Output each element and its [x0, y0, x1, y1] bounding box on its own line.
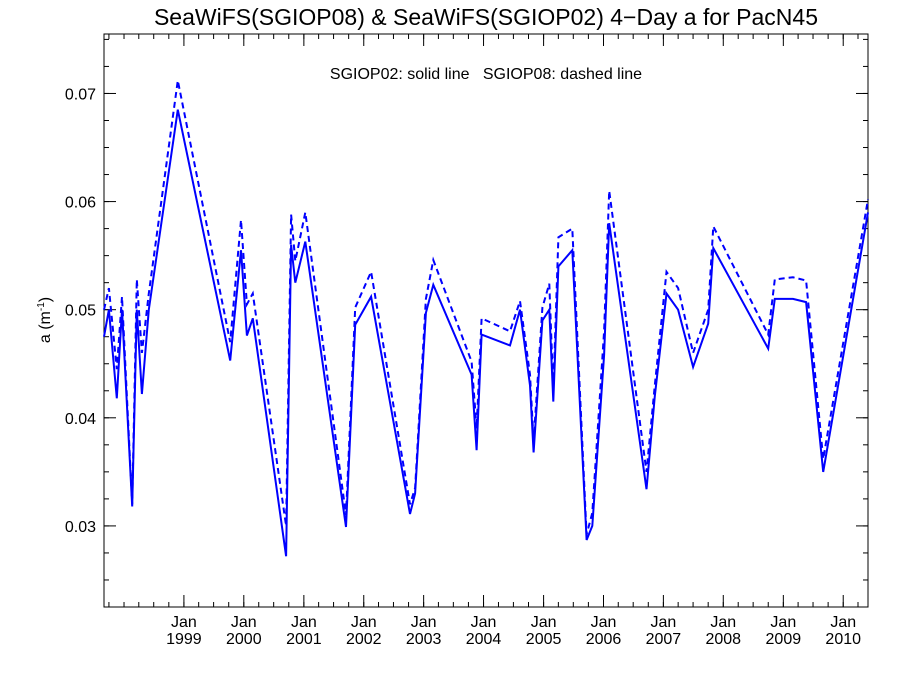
x-tick-label-year: 2008	[705, 631, 741, 648]
x-tick-label-month: Jan	[291, 614, 317, 631]
x-tick-label-year: 2010	[825, 631, 861, 648]
y-tick-label: 0.06	[65, 195, 96, 212]
x-tick-label-year: 2000	[226, 631, 262, 648]
x-tick-label-year: 2005	[526, 631, 562, 648]
axes: 0.030.040.050.060.07Jan1999Jan2000Jan200…	[65, 34, 868, 648]
x-tick-label-month: Jan	[591, 614, 617, 631]
x-tick-label-month: Jan	[471, 614, 497, 631]
y-tick-label: 0.03	[65, 519, 96, 536]
x-tick-label-month: Jan	[531, 614, 557, 631]
series	[103, 80, 869, 557]
x-tick-label-year: 2009	[766, 631, 802, 648]
y-tick-label: 0.05	[65, 303, 96, 320]
legend-annotation: SGIOP02: solid line SGIOP08: dashed line	[330, 66, 642, 83]
y-tick-label: 0.04	[65, 411, 96, 428]
x-tick-label-month: Jan	[231, 614, 257, 631]
chart-title: SeaWiFS(SGIOP08) & SeaWiFS(SGIOP02) 4−Da…	[154, 4, 818, 30]
x-tick-label-year: 2002	[346, 631, 382, 648]
series-line-sgiop08	[103, 80, 869, 535]
y-axis-label: a (m-1)	[36, 297, 54, 343]
y-axis-label-unit: -1	[36, 302, 47, 311]
x-tick-label-year: 2006	[586, 631, 622, 648]
x-tick-label-month: Jan	[830, 614, 856, 631]
plot-frame	[103, 33, 869, 608]
y-axis-label-text: a (m	[37, 311, 54, 343]
x-tick-label-month: Jan	[710, 614, 736, 631]
x-tick-label-month: Jan	[411, 614, 437, 631]
x-tick-label-year: 2004	[466, 631, 502, 648]
x-tick-label-month: Jan	[650, 614, 676, 631]
x-tick-label-month: Jan	[351, 614, 377, 631]
series-line-sgiop02	[103, 109, 869, 557]
x-tick-label-year: 1999	[166, 631, 202, 648]
x-tick-label-year: 2003	[406, 631, 442, 648]
x-tick-label-year: 2001	[286, 631, 322, 648]
x-tick-label-month: Jan	[770, 614, 796, 631]
x-tick-label-month: Jan	[171, 614, 197, 631]
y-axis-label-close: )	[37, 297, 54, 302]
y-tick-label: 0.07	[65, 86, 96, 103]
x-tick-label-year: 2007	[646, 631, 682, 648]
